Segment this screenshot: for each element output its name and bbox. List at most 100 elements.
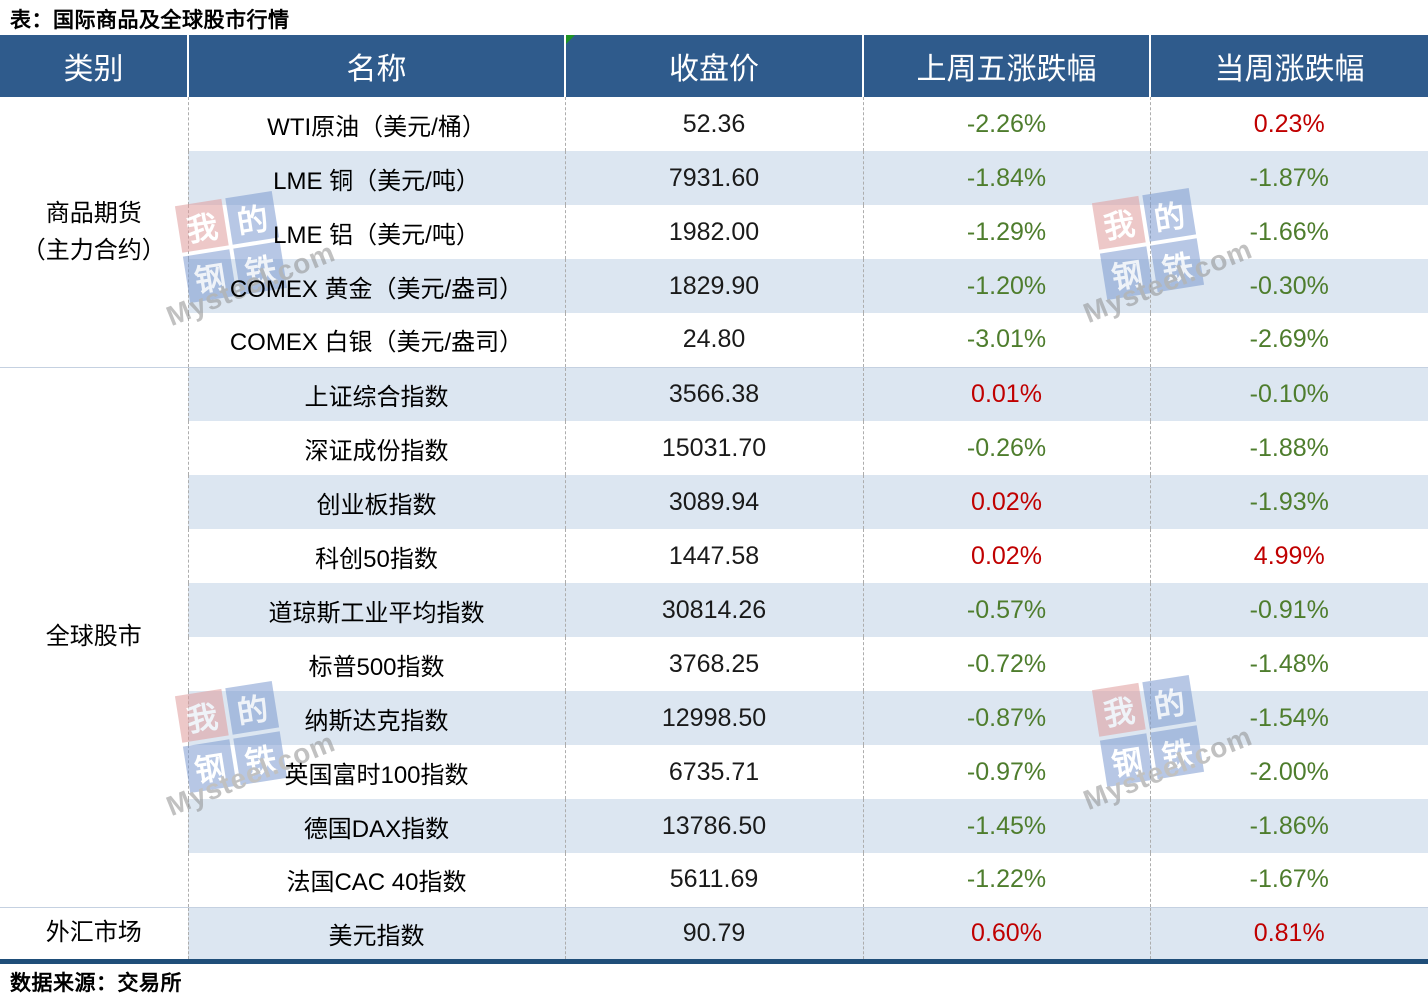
name-cell: 英国富时100指数 xyxy=(187,745,565,799)
friday-change-cell-value: -0.97% xyxy=(966,757,1047,786)
name-cell-value: 道琼斯工业平均指数 xyxy=(268,599,485,627)
friday-change-cell: -1.84% xyxy=(862,151,1150,205)
name-cell: WTI原油（美元/桶） xyxy=(187,97,565,151)
name-cell: 科创50指数 xyxy=(187,529,565,583)
friday-change-cell-value: -1.20% xyxy=(966,271,1047,300)
week-change-cell: 0.81% xyxy=(1149,906,1428,961)
error-indicator-triangle-icon xyxy=(566,35,575,44)
table-row: COMEX 白银（美元/盎司） 24.80 -3.01% -2.69% xyxy=(0,313,1428,367)
name-cell: 创业板指数 xyxy=(187,475,565,529)
category-cell: 商品期货 （主力合约） xyxy=(0,97,188,367)
week-change-cell-value: -2.00% xyxy=(1249,757,1329,786)
friday-change-cell: -0.97% xyxy=(862,745,1150,799)
close-cell: 30814.26 xyxy=(564,583,863,637)
name-cell-value: WTI原油（美元/桶） xyxy=(267,113,486,141)
friday-change-cell-value: 0.02% xyxy=(971,487,1042,516)
col-header-name: 名称 xyxy=(187,35,565,97)
close-cell: 90.79 xyxy=(564,906,863,961)
friday-change-cell-value: -2.26% xyxy=(966,109,1047,138)
close-cell: 1982.00 xyxy=(564,205,863,259)
name-cell-value: 美元指数 xyxy=(328,922,425,950)
close-cell-value: 13786.50 xyxy=(661,811,767,840)
table-row: LME 铜（美元/吨） 7931.60 -1.84% -1.87% xyxy=(0,151,1428,205)
close-cell: 52.36 xyxy=(564,97,863,151)
name-cell: COMEX 黄金（美元/盎司） xyxy=(187,259,565,313)
name-cell: 上证综合指数 xyxy=(187,366,565,421)
table-row: 标普500指数 3768.25 -0.72% -1.48% xyxy=(0,637,1428,691)
name-cell-value: 德国DAX指数 xyxy=(303,815,450,843)
close-cell: 3566.38 xyxy=(564,366,863,421)
friday-change-cell: -3.01% xyxy=(862,313,1150,367)
close-cell-value: 5611.69 xyxy=(669,865,759,894)
week-change-cell-value: -1.48% xyxy=(1249,649,1329,678)
week-change-cell-value: -2.69% xyxy=(1249,325,1329,354)
friday-change-cell-value: 0.01% xyxy=(971,379,1042,408)
name-cell-value: 创业板指数 xyxy=(316,491,437,519)
close-cell: 1829.90 xyxy=(564,259,863,313)
close-cell-value: 30814.26 xyxy=(661,595,767,624)
name-cell-value: 科创50指数 xyxy=(315,545,438,573)
week-change-cell-value: -1.86% xyxy=(1249,811,1329,840)
friday-change-cell-value: -0.72% xyxy=(966,649,1047,678)
friday-change-cell: -1.22% xyxy=(862,853,1150,907)
close-cell: 7931.60 xyxy=(564,151,863,205)
name-cell: 法国CAC 40指数 xyxy=(187,853,565,907)
close-cell: 1447.58 xyxy=(564,529,863,583)
col-header-friday-change: 上周五涨跌幅 xyxy=(862,35,1150,97)
name-cell-value: LME 铜（美元/吨） xyxy=(273,167,480,195)
table-row: 科创50指数 1447.58 0.02% 4.99% xyxy=(0,529,1428,583)
week-change-cell: -1.54% xyxy=(1149,691,1428,745)
week-change-cell-value: -0.10% xyxy=(1249,379,1329,408)
table-row: 外汇市场 美元指数 90.79 0.60% 0.81% xyxy=(0,906,1428,961)
week-change-cell: -1.86% xyxy=(1149,799,1428,853)
name-cell: 纳斯达克指数 xyxy=(187,691,565,745)
col-header-name-label: 名称 xyxy=(346,53,407,86)
friday-change-cell: -0.26% xyxy=(862,421,1150,475)
table-row: 道琼斯工业平均指数 30814.26 -0.57% -0.91% xyxy=(0,583,1428,637)
week-change-cell-value: -1.66% xyxy=(1249,217,1329,246)
col-header-close: 收盘价 xyxy=(564,35,863,97)
friday-change-cell-value: -0.87% xyxy=(966,703,1047,732)
name-cell-value: 纳斯达克指数 xyxy=(304,707,449,735)
week-change-cell-value: 0.23% xyxy=(1253,109,1325,138)
name-cell-value: 英国富时100指数 xyxy=(284,761,469,789)
name-cell-value: COMEX 黄金（美元/盎司） xyxy=(229,275,524,303)
week-change-cell: -0.30% xyxy=(1149,259,1428,313)
col-header-category: 类别 xyxy=(0,35,188,97)
close-cell: 13786.50 xyxy=(564,799,863,853)
friday-change-cell: 0.02% xyxy=(862,475,1150,529)
name-cell-value: COMEX 白银（美元/盎司） xyxy=(229,329,524,357)
friday-change-cell-value: -1.29% xyxy=(966,217,1047,246)
close-cell: 5611.69 xyxy=(564,853,863,907)
friday-change-cell: 0.02% xyxy=(862,529,1150,583)
name-cell: COMEX 白银（美元/盎司） xyxy=(187,313,565,367)
friday-change-cell: -2.26% xyxy=(862,97,1150,151)
close-cell-value: 1829.90 xyxy=(668,271,760,300)
week-change-cell: -1.88% xyxy=(1149,421,1428,475)
name-cell-value: 深证成份指数 xyxy=(304,437,449,465)
week-change-cell: -1.48% xyxy=(1149,637,1428,691)
category-label: 外汇市场 xyxy=(45,919,142,947)
name-cell-value: 法国CAC 40指数 xyxy=(286,869,467,897)
friday-change-cell-value: -1.45% xyxy=(966,811,1047,840)
friday-change-cell-value: 0.60% xyxy=(971,918,1042,947)
week-change-cell-value: -1.87% xyxy=(1249,163,1329,192)
week-change-cell-value: -1.67% xyxy=(1249,865,1329,894)
header-row: 类别 名称 收盘价 上周五涨跌幅 当周涨跌幅 xyxy=(0,35,1428,97)
table-row: 深证成份指数 15031.70 -0.26% -1.88% xyxy=(0,421,1428,475)
close-cell-value: 52.36 xyxy=(682,109,746,138)
table-row: 创业板指数 3089.94 0.02% -1.93% xyxy=(0,475,1428,529)
week-change-cell-value: -1.88% xyxy=(1249,433,1329,462)
table-row: 纳斯达克指数 12998.50 -0.87% -1.54% xyxy=(0,691,1428,745)
week-change-cell: -0.10% xyxy=(1149,366,1428,421)
table-row: LME 铝（美元/吨） 1982.00 -1.29% -1.66% xyxy=(0,205,1428,259)
friday-change-cell: -0.87% xyxy=(862,691,1150,745)
close-cell-value: 12998.50 xyxy=(661,703,767,732)
page-title: 表：国际商品及全球股市行情 xyxy=(10,9,290,32)
table-row: 全球股市 上证综合指数 3566.38 0.01% -0.10% xyxy=(0,366,1428,907)
close-cell: 12998.50 xyxy=(564,691,863,745)
close-cell: 3768.25 xyxy=(564,637,863,691)
week-change-cell-value: 4.99% xyxy=(1253,541,1325,570)
week-change-cell-value: -0.91% xyxy=(1249,595,1329,624)
